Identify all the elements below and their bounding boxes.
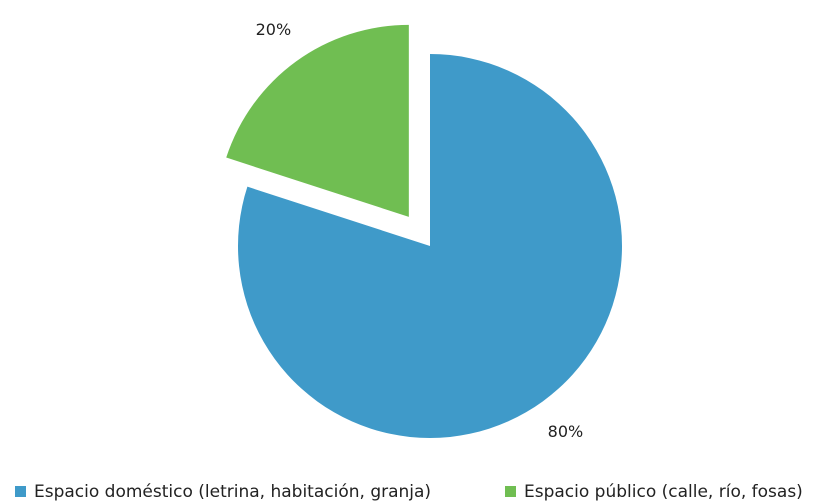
- slice-label: 20%: [256, 20, 292, 39]
- pie-slice: [238, 54, 623, 438]
- legend-swatch: [505, 486, 516, 497]
- legend-swatch: [15, 486, 26, 497]
- pie-slice: [226, 24, 409, 217]
- legend-label: Espacio doméstico (letrina, habitación, …: [34, 482, 431, 501]
- legend-label: Espacio público (calle, río, fosas): [524, 482, 803, 501]
- slice-label: 80%: [548, 422, 584, 441]
